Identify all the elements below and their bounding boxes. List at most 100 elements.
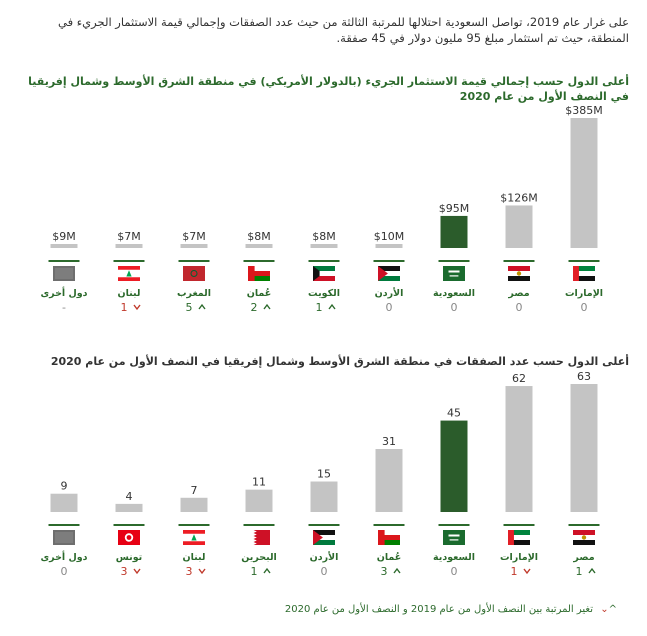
rank-arrow-down-icon-1	[523, 568, 531, 575]
bar-5	[245, 244, 273, 248]
category-label-0: مصر	[572, 552, 594, 563]
flag-other-icon	[53, 266, 75, 281]
axis-tick-4	[308, 524, 340, 526]
bar-7	[115, 244, 143, 248]
bar-8	[50, 244, 78, 248]
flag-uae-icon	[573, 266, 595, 281]
intro-text: على غرار عام 2019، تواصل السعودية احتلال…	[58, 15, 629, 45]
bar-5	[245, 489, 273, 512]
rank-change-5: 2	[251, 301, 258, 314]
value-label-2: $95M	[439, 202, 470, 215]
category-label-4: الأردن	[310, 551, 339, 563]
rank-change-8: -	[62, 301, 66, 314]
bar-2	[440, 420, 468, 512]
axis-tick-5	[243, 524, 275, 526]
legend: ^⌄ تغير المرتبة بين النصف الأول من عام 2…	[285, 604, 617, 615]
flag-kuwait-icon	[313, 266, 335, 281]
flag-lebanon-icon	[118, 266, 140, 281]
flag-egypt-icon	[573, 530, 595, 545]
chart-deal-count: 63 مصر 1 62 الإمارات 1 45 السعودية 0 3 1 عُمان 3 15 ال…	[40, 370, 600, 578]
rank-arrow-down-icon-7	[133, 568, 141, 575]
value-label-7: $7M	[117, 230, 141, 243]
legend-arrows: ^⌄	[600, 604, 617, 615]
axis-tick-1	[503, 524, 535, 526]
rank-change-6: 3	[186, 565, 193, 578]
flag-saudi-icon	[443, 266, 465, 281]
rank-change-1: 1	[511, 565, 518, 578]
value-label-1: 62	[512, 372, 526, 385]
value-label-5: 11	[252, 476, 266, 489]
rank-change-1: 0	[516, 301, 523, 314]
bar-6	[180, 497, 208, 512]
chart-investment-value: $385M الإمارات 0 $126M مصر 0 $95M السعودية 0 $10M…	[40, 104, 603, 314]
value-label-4: 15	[317, 468, 331, 481]
flag-egypt-icon	[508, 266, 530, 281]
flag-uae-icon	[508, 530, 530, 545]
axis-tick-3	[373, 524, 405, 526]
bar-4	[310, 244, 338, 248]
flag-morocco-icon	[183, 266, 205, 281]
bar-2	[440, 215, 468, 248]
axis-tick-0	[568, 260, 600, 262]
legend-text: تغير المرتبة بين النصف الأول من عام 2019…	[284, 604, 594, 615]
axis-tick-2	[438, 524, 470, 526]
category-label-8: دول أخرى	[40, 286, 87, 299]
category-label-3: عُمان	[377, 552, 402, 563]
value-label-4: $8M	[312, 230, 336, 243]
rank-change-4: 0	[321, 565, 328, 578]
value-label-3: $10M	[374, 230, 405, 243]
axis-tick-5	[243, 260, 275, 262]
flag-jordan-icon	[378, 266, 400, 281]
value-label-0: 63	[577, 370, 591, 383]
rank-arrow-up-icon-0	[588, 567, 596, 574]
bar-1	[505, 386, 533, 512]
rank-change-2: 0	[451, 565, 458, 578]
rank-change-2: 0	[451, 301, 458, 314]
category-label-7: تونس	[116, 552, 143, 563]
rank-arrow-up-icon-5	[263, 567, 271, 574]
axis-tick-6	[178, 524, 210, 526]
axis-tick-2	[438, 260, 470, 262]
axis-tick-0	[568, 524, 600, 526]
rank-change-7: 3	[121, 565, 128, 578]
flag-bahrain-icon	[248, 530, 270, 545]
chart-title-deals: أعلى الدول حسب عدد الصفقات في منطقة الشر…	[50, 355, 629, 368]
category-label-1: مصر	[507, 288, 529, 299]
category-label-2: السعودية	[433, 552, 475, 563]
category-label-3: الأردن	[375, 287, 404, 299]
category-label-4: الكويت	[308, 288, 340, 299]
flag-saudi-icon	[443, 530, 465, 545]
rank-arrow-down-icon-6	[198, 568, 206, 575]
value-label-8: 9	[61, 480, 68, 493]
chart-title-investment: أعلى الدول حسب إجمالي قيمة الاستثمار الج…	[28, 75, 629, 103]
category-label-0: الإمارات	[565, 288, 603, 299]
rank-change-3: 3	[381, 565, 388, 578]
rank-change-5: 1	[251, 565, 258, 578]
axis-tick-1	[503, 260, 535, 262]
rank-change-0: 0	[581, 301, 588, 314]
bar-6	[180, 244, 208, 248]
category-label-5: البحرين	[241, 552, 277, 563]
rank-change-0: 1	[576, 565, 583, 578]
category-label-6: لبنان	[183, 552, 206, 563]
value-label-6: 7	[191, 484, 198, 497]
rank-arrow-down-icon-7	[133, 304, 141, 311]
category-label-8: دول أخرى	[40, 550, 87, 563]
category-label-5: عُمان	[247, 288, 272, 299]
rank-arrow-up-icon-3	[393, 567, 401, 574]
flag-tunisia-icon	[118, 530, 140, 545]
value-label-5: $8M	[247, 230, 271, 243]
rank-arrow-up-icon-4	[328, 303, 336, 310]
flag-oman-icon	[378, 530, 400, 545]
axis-tick-8	[48, 524, 80, 526]
value-label-0: $385M	[565, 104, 603, 117]
category-label-6: المغرب	[177, 288, 211, 299]
value-label-2: 45	[447, 407, 461, 420]
axis-tick-7	[113, 260, 145, 262]
bar-3	[375, 244, 403, 248]
rank-change-4: 1	[316, 301, 323, 314]
rank-arrow-up-icon-5	[263, 303, 271, 310]
rank-change-7: 1	[121, 301, 128, 314]
bar-3	[375, 449, 403, 512]
category-label-1: الإمارات	[500, 552, 538, 563]
